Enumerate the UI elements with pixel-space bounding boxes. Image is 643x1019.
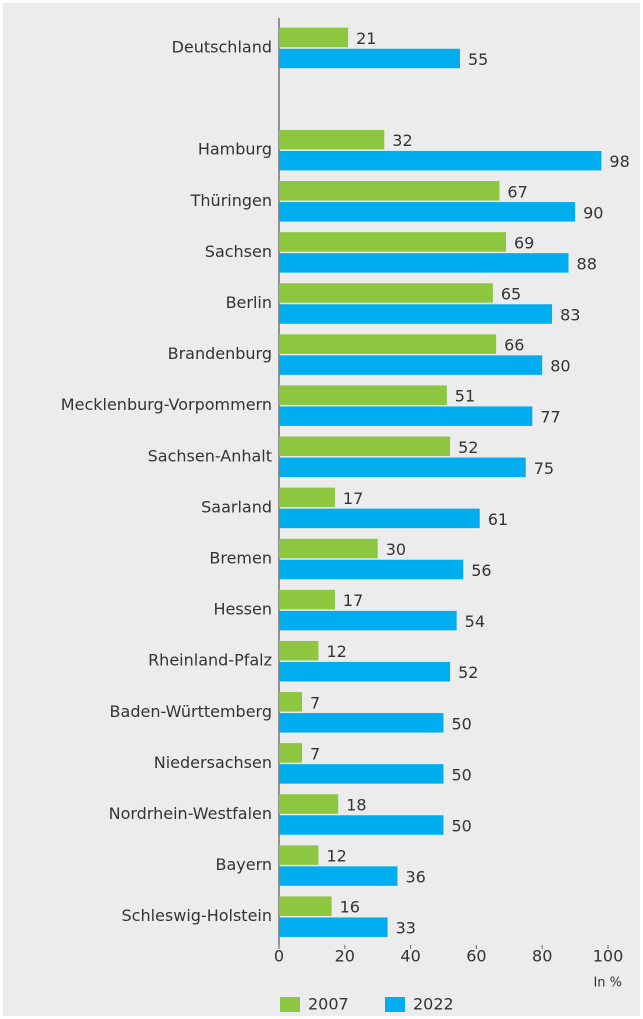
x-tick-label: 20: [335, 947, 355, 966]
value-label: 56: [471, 561, 491, 580]
x-unit-label: In %: [593, 976, 622, 991]
bar: [279, 917, 388, 937]
value-label: 16: [340, 898, 360, 917]
value-label: 80: [550, 357, 570, 376]
bar: [279, 232, 507, 252]
value-label: 51: [455, 387, 475, 406]
bar: [279, 334, 497, 354]
bar: [279, 640, 319, 661]
value-label: 12: [326, 847, 346, 866]
x-tick-label: 60: [466, 947, 486, 966]
y-tick-label: Baden-Württemberg: [110, 702, 272, 721]
value-label: 7: [310, 693, 320, 712]
y-tick-label: Saarland: [201, 497, 272, 516]
bar: [279, 385, 447, 405]
bar: [279, 406, 533, 426]
y-tick-label: Brandenburg: [168, 344, 272, 363]
bar: [279, 48, 460, 69]
bar: [279, 150, 602, 171]
y-tick-label: Thüringen: [190, 191, 272, 210]
bar: [279, 181, 500, 201]
bar: [279, 355, 543, 375]
y-tick-label: Schleswig-Holstein: [122, 906, 272, 925]
value-label: 90: [583, 203, 603, 222]
value-label: 67: [507, 182, 527, 201]
bar: [279, 27, 349, 48]
bar: [279, 743, 303, 763]
y-tick-label: Mecklenburg-Vorpommern: [61, 395, 272, 414]
value-label: 30: [386, 540, 406, 559]
value-label: 12: [326, 642, 346, 661]
bar: [279, 457, 526, 478]
value-label: 33: [396, 919, 416, 938]
bar: [279, 589, 335, 610]
value-label: 36: [405, 868, 425, 887]
bar: [279, 304, 553, 324]
bar: [279, 283, 493, 303]
legend-label: 2022: [413, 995, 454, 1014]
bar: [279, 610, 457, 631]
bar: [279, 253, 569, 273]
y-tick-label: Rheinland-Pfalz: [148, 651, 272, 670]
y-tick-label: Niedersachsen: [154, 753, 272, 772]
legend-swatch: [280, 997, 300, 1012]
value-label: 32: [392, 131, 412, 150]
value-label: 83: [560, 306, 580, 325]
bar: [279, 202, 576, 222]
x-tick-label: 100: [593, 947, 624, 966]
value-label: 69: [514, 233, 534, 252]
value-label: 50: [452, 714, 472, 733]
y-tick-label: Bremen: [209, 549, 272, 568]
y-tick-label: Hamburg: [198, 140, 272, 159]
value-label: 65: [501, 285, 521, 304]
value-label: 17: [343, 591, 363, 610]
value-label: 7: [310, 744, 320, 763]
value-label: 55: [468, 50, 488, 69]
value-label: 61: [488, 510, 508, 529]
bar: [279, 815, 444, 835]
bar: [279, 713, 444, 733]
y-tick-label: Nordrhein-Westfalen: [109, 804, 272, 823]
legend-swatch: [385, 997, 405, 1012]
bar: [279, 487, 335, 508]
bar: [279, 661, 451, 682]
y-tick-label: Berlin: [226, 293, 272, 312]
value-label: 88: [577, 254, 597, 273]
value-label: 17: [343, 489, 363, 508]
value-label: 50: [452, 765, 472, 784]
y-tick-label: Sachsen-Anhalt: [148, 446, 272, 465]
value-label: 77: [540, 408, 560, 427]
value-label: 66: [504, 336, 524, 355]
value-label: 50: [452, 817, 472, 836]
bar: [279, 129, 385, 150]
y-tick-label: Bayern: [215, 855, 272, 874]
bar: [279, 559, 464, 580]
x-tick-label: 0: [274, 947, 284, 966]
bar: [279, 538, 378, 559]
bar: [279, 692, 303, 712]
bar: [279, 508, 480, 529]
value-label: 98: [609, 152, 629, 171]
bar: [279, 845, 319, 865]
x-tick-label: 40: [400, 947, 420, 966]
y-tick-label: Deutschland: [172, 38, 272, 57]
value-label: 75: [534, 459, 554, 478]
bar: [279, 436, 451, 457]
value-label: 52: [458, 438, 478, 457]
bar: [279, 794, 339, 814]
value-label: 54: [465, 612, 485, 631]
legend-label: 2007: [308, 995, 349, 1014]
y-tick-label: Sachsen: [205, 242, 272, 261]
value-label: 21: [356, 29, 376, 48]
bar: [279, 866, 398, 886]
y-tick-label: Hessen: [213, 600, 272, 619]
bar: [279, 896, 332, 916]
bar: [279, 764, 444, 784]
value-label: 18: [346, 796, 366, 815]
value-label: 52: [458, 663, 478, 682]
x-tick-label: 80: [532, 947, 552, 966]
